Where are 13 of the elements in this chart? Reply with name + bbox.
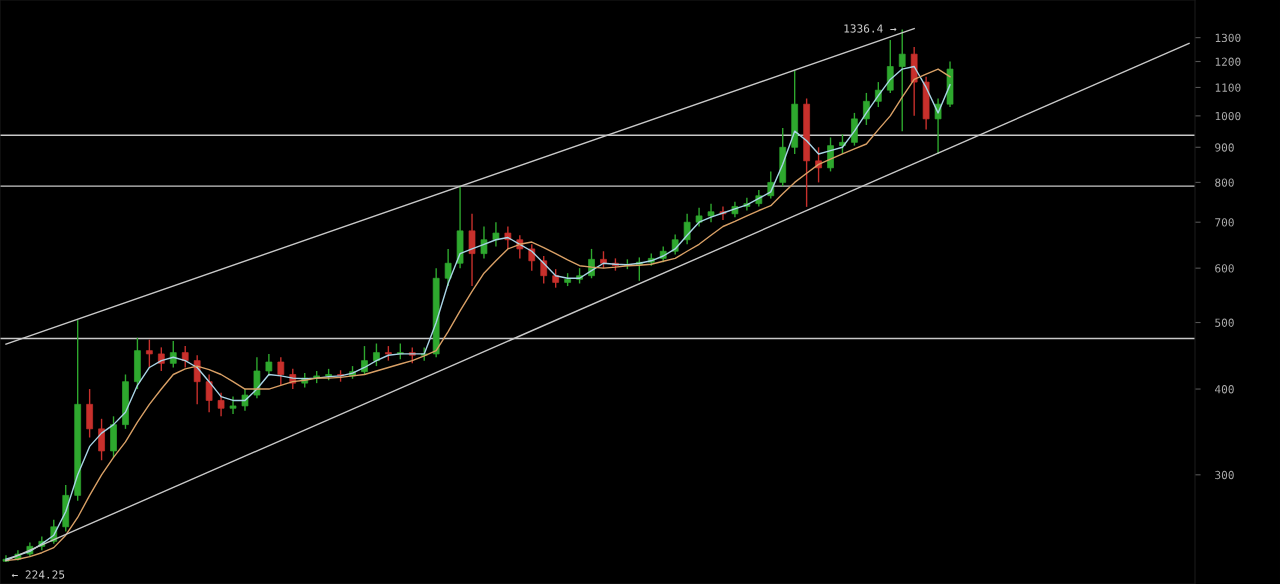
annotation: 1336.4 → bbox=[844, 24, 897, 33]
y-tick-label: 300 bbox=[1215, 470, 1234, 480]
y-tick-label: 1000 bbox=[1215, 111, 1241, 121]
y-tick-label: 400 bbox=[1215, 385, 1234, 394]
y-tick-label: 700 bbox=[1215, 218, 1234, 227]
y-tick-label: 1200 bbox=[1215, 57, 1241, 66]
y-tick-label: 1100 bbox=[1215, 83, 1241, 92]
y-tick-label: 900 bbox=[1215, 143, 1234, 152]
y-tick-label: 800 bbox=[1215, 178, 1234, 187]
y-tick-label: 1300 bbox=[1215, 33, 1241, 43]
y-tick-label: 600 bbox=[1215, 264, 1234, 273]
y-tick-label: 500 bbox=[1215, 318, 1234, 327]
annotation: ← 224.25 bbox=[11, 570, 65, 579]
